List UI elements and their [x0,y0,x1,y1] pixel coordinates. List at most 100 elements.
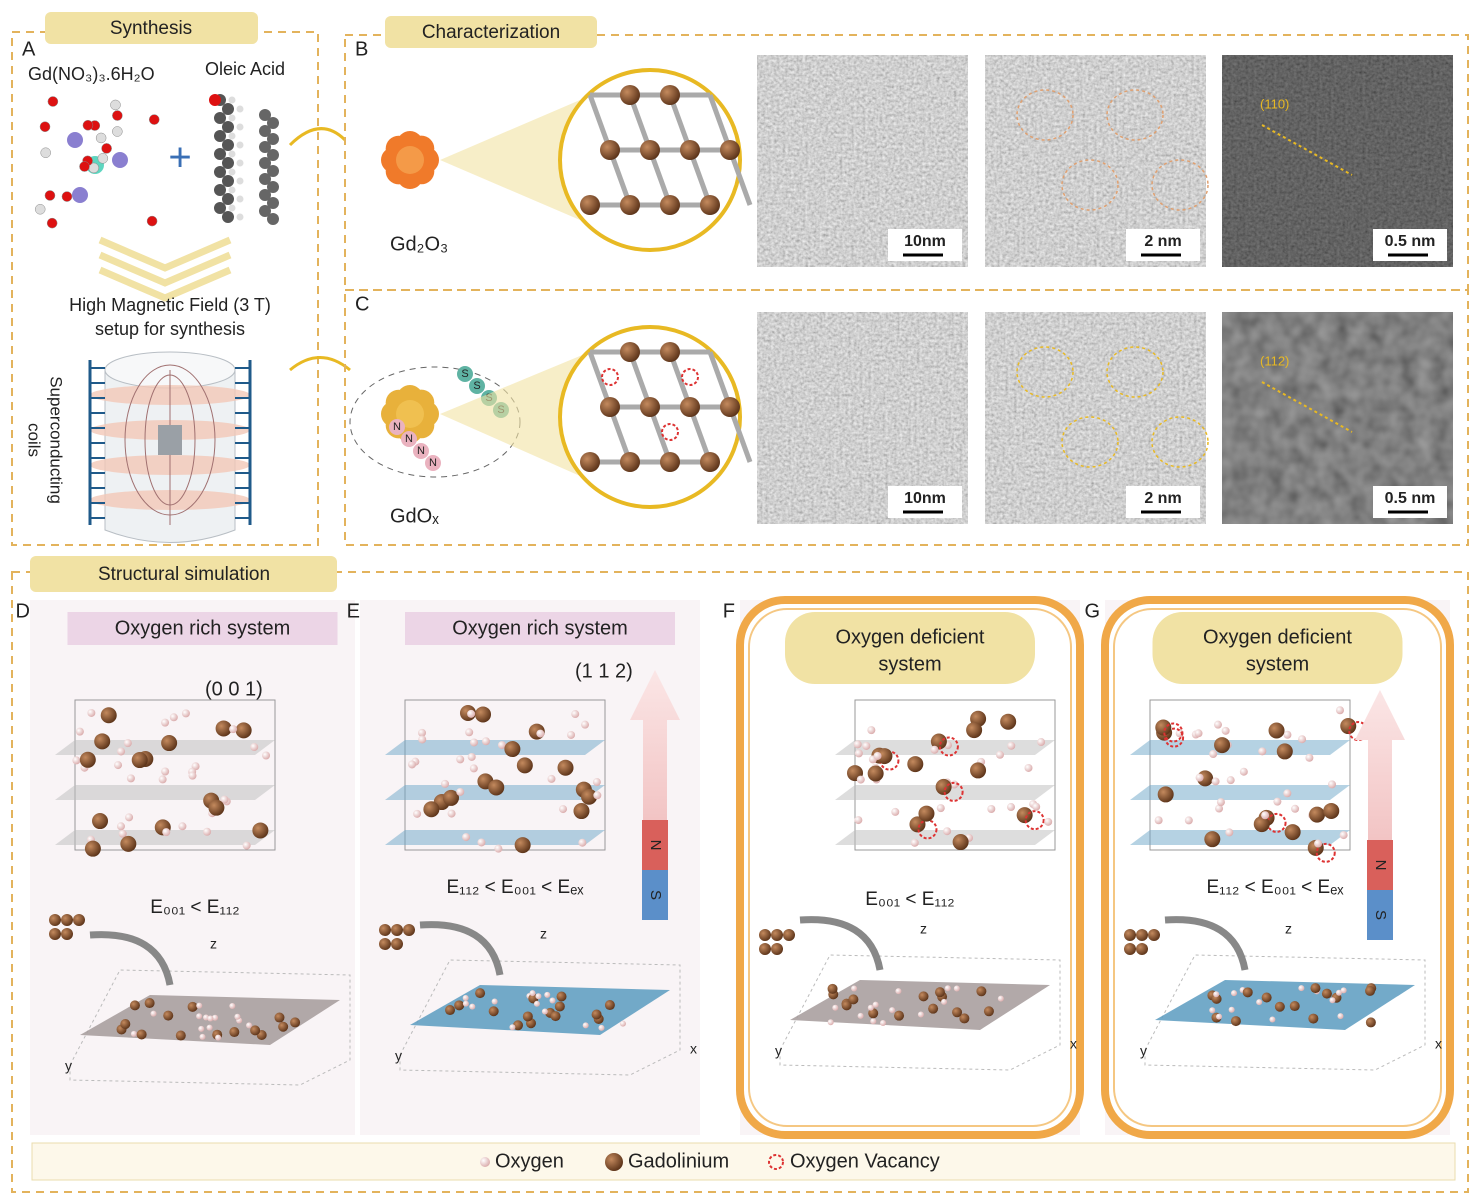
gd-atom [580,195,600,215]
particle-outline [1151,159,1209,211]
o-atom [873,751,882,760]
atom [95,132,107,144]
gd-atom [604,1000,615,1011]
o-atom [1335,706,1344,715]
energy-label: E₁₁₂ < E₀₀₁ < Eₑₓ [1207,877,1345,898]
gd-atom [620,452,640,472]
gd-atom [550,1011,561,1022]
gd-atom [581,788,598,805]
cluster-atom [1148,929,1160,941]
o-atom [497,741,506,750]
plane-label: (112) [1260,353,1289,368]
cluster-atom [771,943,783,955]
legend-label: Gadolinium [628,1150,729,1172]
o-atom [181,709,190,718]
system-label: system [1246,653,1309,675]
gd-atom [1321,988,1332,999]
gd-atom [1157,786,1174,803]
atom [228,186,236,194]
o-atom [541,1008,548,1015]
axis-label: x [690,1041,697,1057]
o-atom [895,988,902,995]
atom [101,143,112,154]
gd-atom [1214,737,1231,754]
legend-label: Oxygen Vacancy [790,1150,940,1172]
oleic-acid-molecule [209,94,279,225]
gd-atom [660,195,680,215]
o-atom [198,1025,205,1032]
gd-atom [928,1003,939,1014]
atom [214,166,226,178]
o-atom [941,998,948,1005]
scale-bar-label: 10nm [904,490,946,507]
gd-atom [952,834,969,851]
particle-outline [1151,416,1209,468]
o-atom [535,993,542,1000]
gd-atom [918,805,935,822]
gd-atom [907,756,924,773]
o-atom [467,752,476,761]
gd-atom [475,706,492,723]
gd-atom [660,452,680,472]
plane [1130,785,1350,800]
gd-atom [848,994,859,1005]
n-bead [401,431,417,447]
atom [222,193,234,205]
o-atom [867,1004,874,1011]
vacancy [1266,812,1287,833]
plane [55,830,275,845]
gd-atom [557,759,574,776]
s-bead [469,378,485,394]
o-atom [441,779,450,788]
o-atom [75,727,84,736]
gd-atom [935,778,952,795]
particle-outline [1106,346,1164,398]
magnet-s [642,870,668,920]
gd-atom [1365,985,1376,996]
atom [47,96,59,107]
o-atom [870,1018,877,1025]
gd-atom [488,779,505,796]
gd-atom [1289,1001,1300,1012]
o-atom [1305,753,1314,762]
axis-label: x [1070,1036,1077,1052]
legend-label: Oxygen [495,1150,564,1172]
insert-arrow [799,916,884,971]
cluster-atom [1136,943,1148,955]
o-atom [199,1033,206,1040]
gd-atom [700,195,720,215]
o-atom [544,991,551,998]
panel-label: C [355,293,369,315]
o-atom [872,1001,879,1008]
gd-atom [136,1029,147,1040]
o-atom [418,728,427,737]
o-atom [1273,797,1282,806]
gd-atom [1310,983,1321,994]
axis-label: z [920,921,927,937]
o-atom [462,994,469,1001]
gd-atom [640,140,660,160]
gd-nitrate-molecule [34,96,160,229]
panel-bg [30,600,355,1135]
n-bead [425,455,441,471]
o-atom [161,718,170,727]
atom [228,168,236,176]
o-atom [936,804,945,813]
o-atom [1239,767,1248,776]
atom [259,125,271,137]
o-atom [862,741,871,750]
gd-atom [274,1012,285,1023]
o-atom [910,838,919,847]
o-atom [262,751,271,760]
gd-atom [442,789,459,806]
o-atom [1231,990,1238,997]
atom [228,150,236,158]
o-atom [997,995,1004,1002]
o-atom [827,1019,834,1026]
gd-atom [680,140,700,160]
o-atom [1261,811,1270,820]
scale-bar-label: 10nm [904,233,946,250]
o-atom [1037,738,1046,747]
reagent: Gd(NO₃)₃.6H₂O [28,64,155,84]
